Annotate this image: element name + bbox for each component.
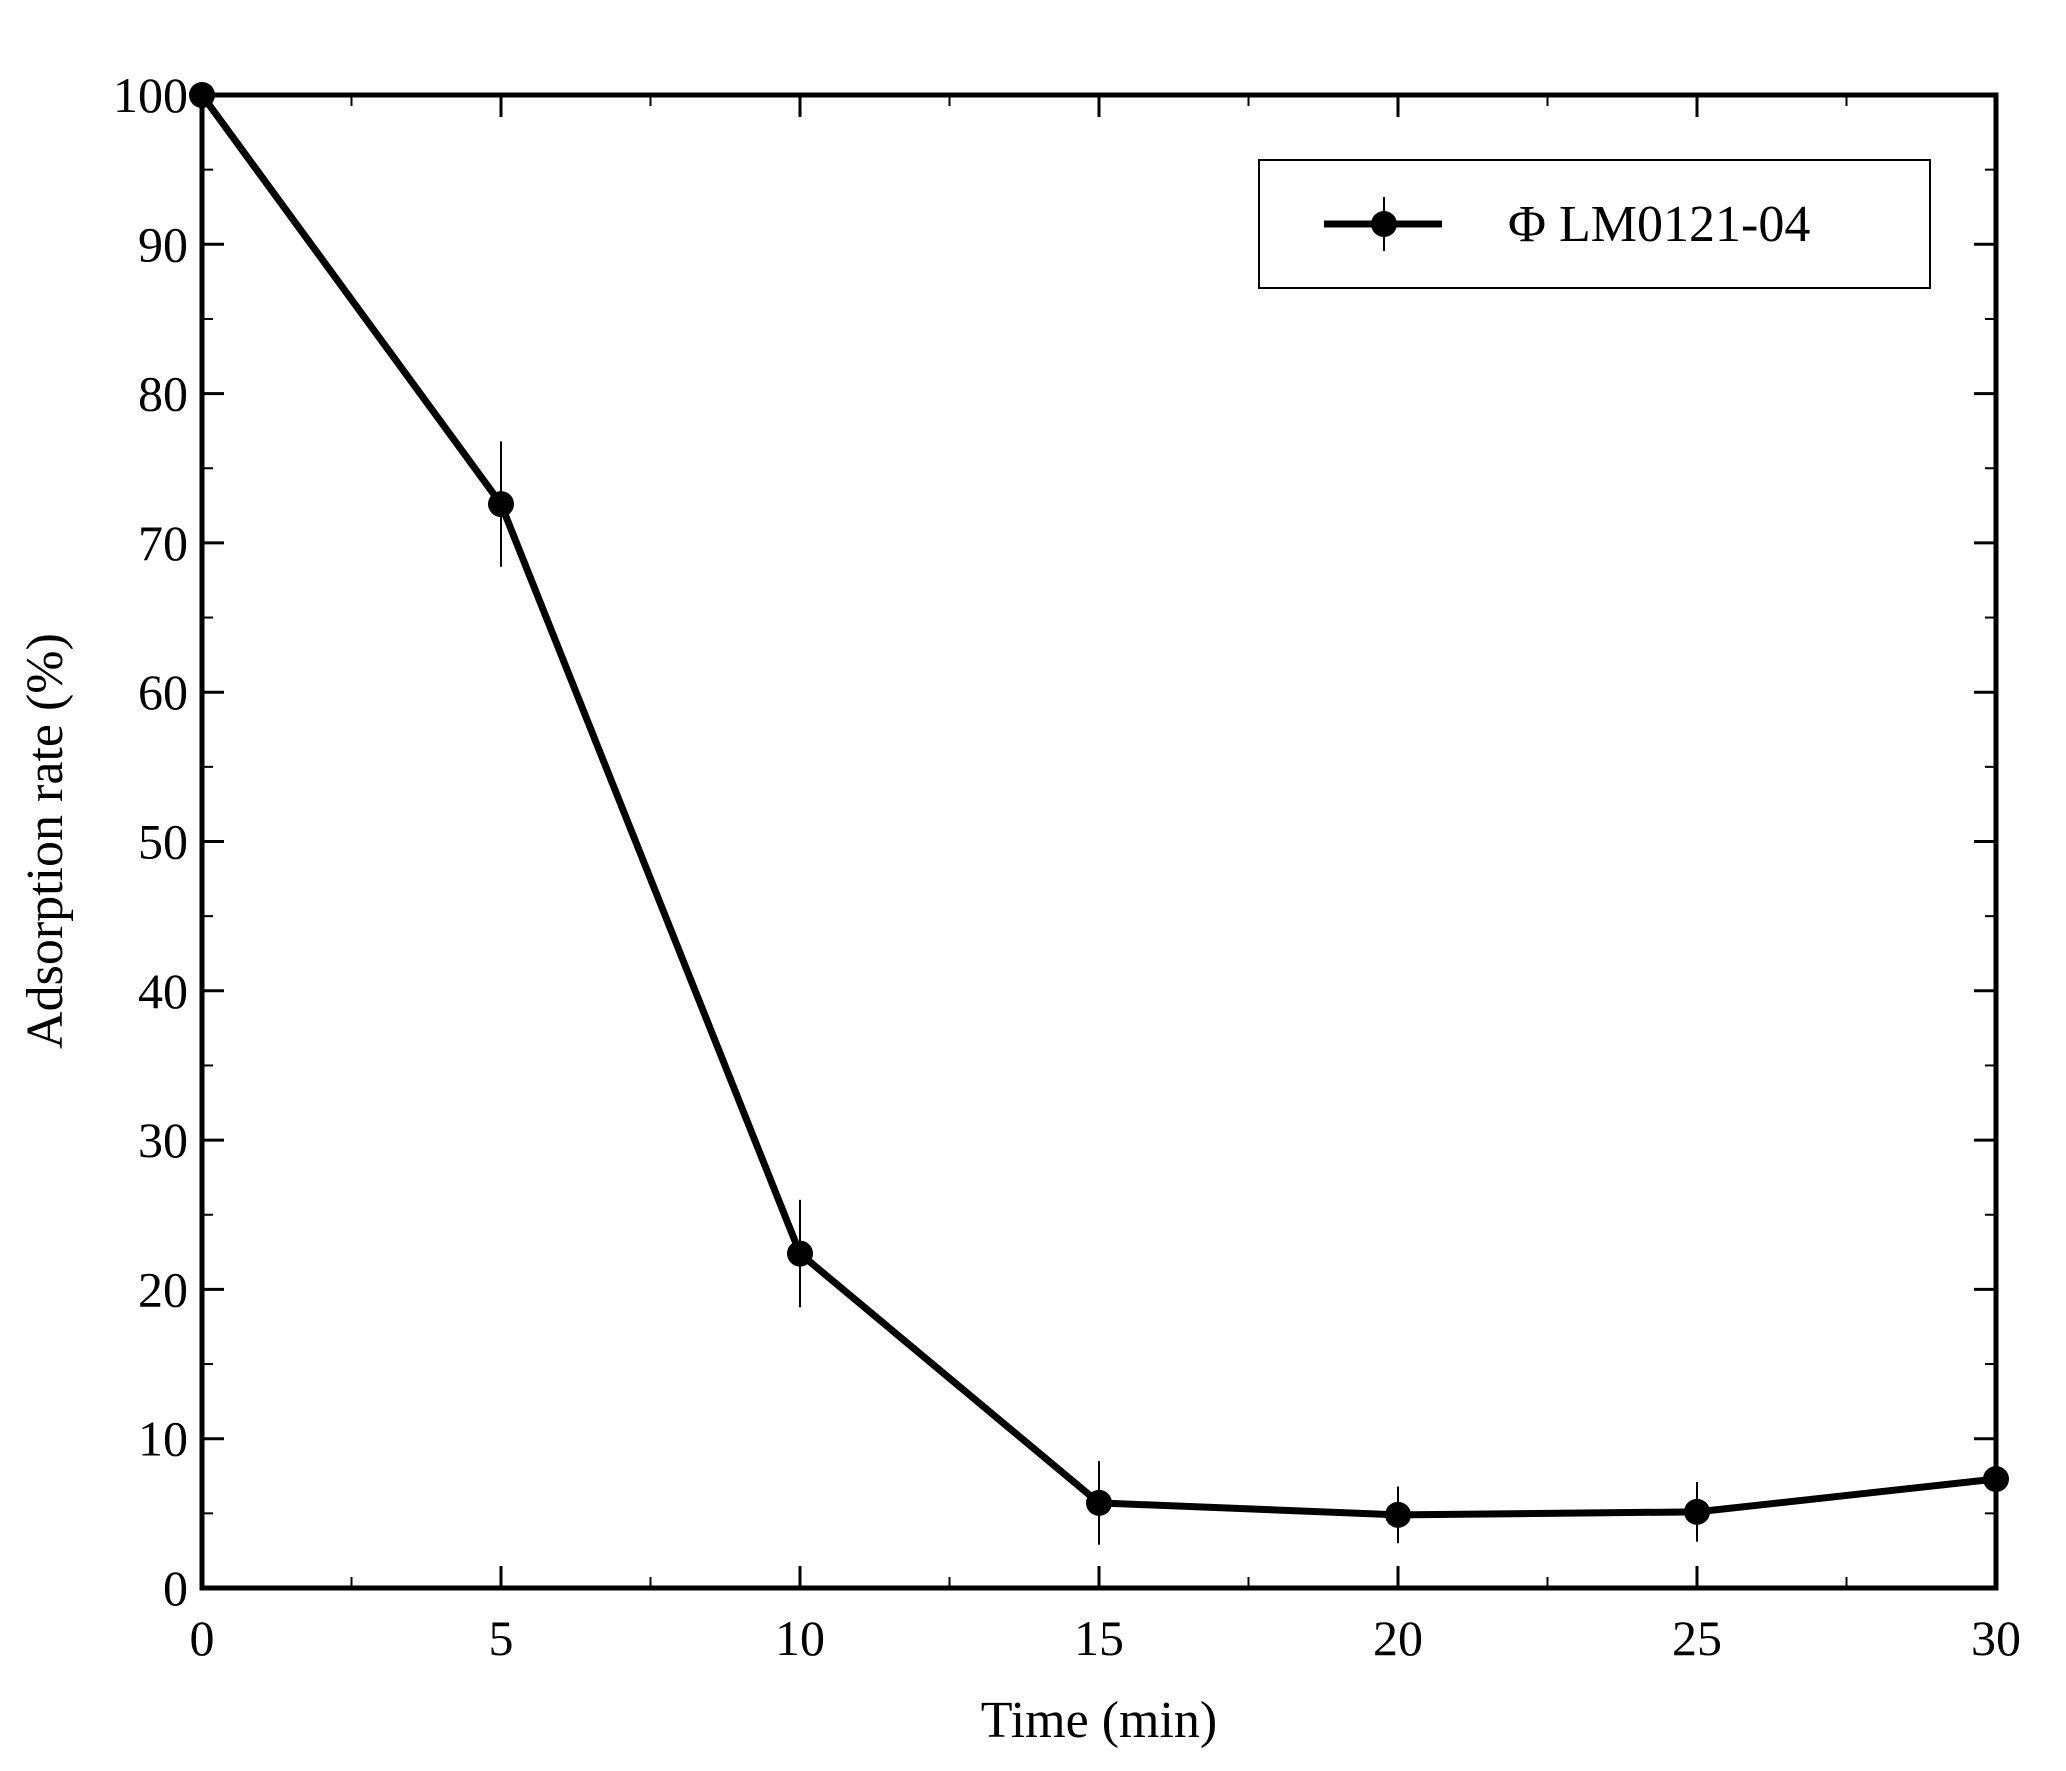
legend: Φ LM0121-04 (1258, 159, 1931, 289)
y-tick-label: 70 (138, 515, 188, 571)
y-tick-label: 20 (138, 1261, 188, 1317)
x-tick-label: 10 (775, 1610, 825, 1666)
x-tick-label: 25 (1672, 1610, 1722, 1666)
x-tick-labels: 0 5 10 15 20 25 30 (190, 1610, 2022, 1666)
x-tick-label: 0 (190, 1610, 215, 1666)
minor-ticks (202, 95, 1996, 1588)
legend-label: Φ LM0121-04 (1508, 196, 1810, 253)
y-tick-label: 80 (138, 366, 188, 422)
x-tick-label: 30 (1971, 1610, 2021, 1666)
data-point (1086, 1489, 1112, 1516)
y-tick-labels: 0 10 20 30 40 50 60 70 80 90 100 (113, 67, 188, 1616)
data-point (488, 491, 514, 518)
x-axis-title: Time (min) (981, 1692, 1217, 1749)
x-tick-label: 20 (1373, 1610, 1423, 1666)
plot-frame (199, 92, 1999, 1591)
series-layer (189, 82, 2009, 1545)
data-point (1684, 1498, 1710, 1525)
y-tick-label: 40 (138, 963, 188, 1019)
y-tick-label: 30 (138, 1112, 188, 1168)
major-ticks (200, 93, 1998, 1590)
legend-marker-sample (1371, 211, 1397, 237)
x-tick-label: 15 (1074, 1610, 1124, 1666)
data-point (787, 1240, 813, 1267)
y-tick-label: 50 (138, 814, 188, 870)
data-point (1385, 1501, 1411, 1528)
y-tick-label: 10 (138, 1411, 188, 1467)
y-axis-title: Adsorption rate (%) (17, 633, 74, 1049)
y-tick-label: 100 (113, 67, 188, 123)
y-tick-label: 0 (163, 1560, 188, 1616)
x-tick-label: 5 (489, 1610, 514, 1666)
series-line (199, 92, 1997, 1519)
y-tick-label: 90 (138, 216, 188, 272)
y-tick-label: 60 (138, 664, 188, 720)
